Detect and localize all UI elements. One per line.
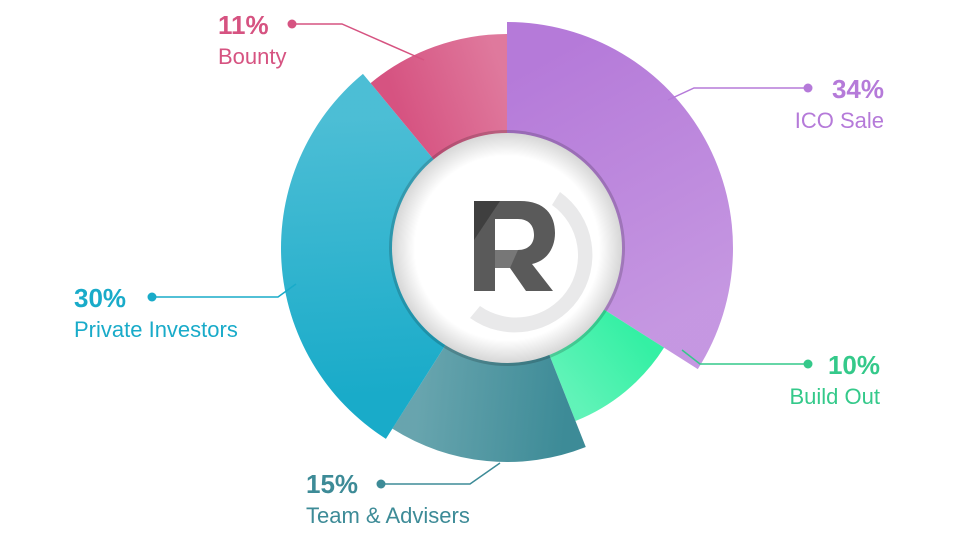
r-logo-icon [474,201,555,291]
slice-private-investors [280,73,447,439]
ico-sale-name: ICO Sale [794,108,884,133]
leader-line-ico-sale [667,87,808,101]
label-private-investors: 30% Private Investors [74,285,238,341]
bounty-name: Bounty [218,44,287,69]
private-investors-name: Private Investors [74,317,238,342]
label-team-advisers: 15% Team & Advisers [306,471,470,527]
build-out-name: Build Out [789,384,881,409]
leader-line-team-advisers [381,462,501,485]
logo-arc-decoration [470,192,593,333]
slice-team-advisers [392,342,586,462]
leader-line-build-out [681,349,808,365]
team-advisers-name: Team & Advisers [306,503,470,528]
leader-dot-team-advisers [376,479,386,489]
leader-dot-ico-sale [803,83,813,93]
leader-dot-build-out [803,359,813,369]
leader-line-bounty [292,23,425,61]
leader-line-private-investors [152,283,297,298]
label-ico-sale: 34% ICO Sale [795,76,884,132]
slice-bounty [370,34,507,162]
private-investors-percent: 30% [74,283,127,313]
build-out-percent: 10% [827,350,880,380]
label-build-out: 10% Build Out [790,352,881,408]
team-advisers-percent: 15% [306,469,359,499]
leader-dot-private-investors [147,292,157,302]
bounty-percent: 11% [218,10,269,40]
label-bounty: 11% Bounty [218,12,287,68]
slice-ico-sale [507,22,733,370]
leader-dot-bounty [287,19,297,29]
ico-sale-percent: 34% [831,74,884,104]
